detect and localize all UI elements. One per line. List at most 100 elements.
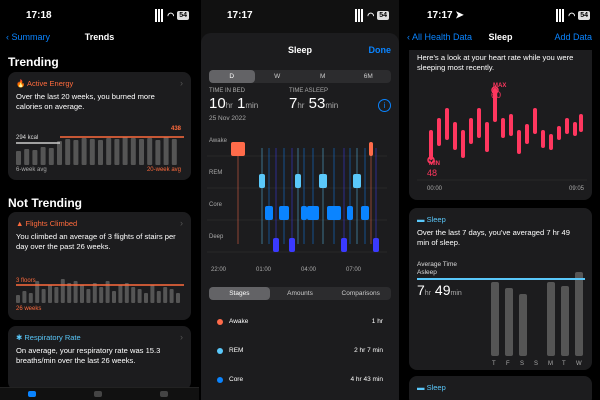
sleep-detail-screen: 17:17 ◠ 54 Sleep Done D W M 6M TIME IN BED 1… [201, 0, 399, 400]
heart-rate-card: Here's a look at your heart rate while y… [409, 50, 592, 200]
flights-bar [99, 287, 104, 303]
heart-rate-chart [417, 86, 587, 181]
flights-bar [60, 279, 65, 303]
flights-bar [156, 291, 161, 303]
battery-icon: 54 [377, 11, 389, 20]
legend-row-core[interactable]: Core 4 hr 43 min [209, 369, 391, 391]
back-button[interactable]: ‹ Summary [6, 32, 50, 42]
info-icon[interactable]: i [378, 99, 391, 112]
avg-text: Over the last 7 days, you've averaged 7 … [417, 228, 570, 247]
energy-bar [81, 138, 87, 165]
tab-comparisons[interactable]: Comparisons [341, 290, 380, 297]
stage-transition [322, 148, 324, 244]
range-w[interactable]: W [274, 73, 281, 80]
avg-value: 7hr 49min [417, 282, 462, 298]
flights-bars [16, 279, 184, 303]
stage-label: Awake [209, 138, 228, 144]
health-sleep-screen: 17:17 ➤ ◠ 54 ‹ All Health Data Sleep Add … [401, 0, 600, 400]
energy-right-value: 438 [170, 126, 181, 132]
flights-bar [48, 285, 52, 303]
energy-bar [139, 139, 144, 165]
energy-bar [106, 138, 112, 165]
signal-icon [355, 9, 365, 22]
signal-icon [556, 9, 566, 22]
stage-name: REM [229, 347, 244, 354]
time-label: 07:00 [346, 267, 362, 273]
lungs-icon: ✱ [16, 333, 23, 342]
energy-bar [163, 137, 169, 165]
range-d[interactable]: D [209, 70, 255, 83]
flights-card[interactable]: ▲ Flights Climbed › You climbed an avera… [8, 212, 191, 320]
wifi-icon: ◠ [367, 11, 375, 20]
stage-block [373, 238, 379, 252]
flights-value: 3 floors [16, 278, 36, 284]
flights-bar [16, 295, 20, 303]
hr-bar [477, 108, 481, 138]
add-data-button[interactable]: Add Data [554, 32, 592, 42]
chart-tabs: Stages Amounts Comparisons [209, 287, 391, 300]
hr-min-label: MIN [429, 161, 440, 167]
chevron-right-icon: › [180, 332, 183, 342]
hr-bar [469, 118, 473, 144]
sleep-date: 25 Nov 2022 [209, 115, 246, 122]
active-energy-card[interactable]: 🔥 Active Energy › Over the last 20 weeks… [8, 72, 191, 180]
stage-block [295, 174, 301, 188]
stage-block [231, 142, 245, 156]
energy-bar [16, 151, 21, 165]
time-in-bed-value: 10hr 1min [209, 95, 259, 112]
range-selector: D W M 6M [209, 70, 391, 83]
back-label: Summary [11, 32, 51, 42]
flights-bar [80, 285, 84, 303]
energy-bar [122, 137, 128, 165]
stage-block [289, 238, 295, 252]
hr-bar [557, 126, 561, 140]
chevron-right-icon: › [180, 218, 183, 228]
flame-icon: 🔥 [16, 79, 26, 88]
range-m[interactable]: M [320, 73, 326, 80]
flights-caption: 26 weeks [16, 306, 42, 312]
status-bar: 17:17 ◠ 54 [201, 0, 399, 26]
flights-bar [28, 293, 33, 303]
day-bar [519, 294, 527, 356]
day-label: S [534, 361, 538, 366]
legend-row-rem[interactable]: REM 2 hr 7 min [209, 340, 391, 362]
trends-screen: 17:18 ◠ 54 ‹ Summary Trends Trending 🔥 Ac… [0, 0, 199, 400]
legend-row-awake[interactable]: Awake 1 hr [209, 311, 391, 333]
flights-bar [112, 291, 116, 303]
hr-bar [541, 130, 545, 148]
flights-bar [131, 287, 136, 303]
time-in-bed-label: TIME IN BED [209, 88, 246, 94]
energy-bar [171, 139, 177, 165]
respiratory-card[interactable]: ✱ Respiratory Rate › On average, your re… [8, 326, 191, 390]
stage-block [347, 206, 353, 220]
share-tab-icon[interactable] [94, 391, 102, 397]
chevron-left-icon: ‹ [6, 32, 9, 42]
hr-min-marker [427, 156, 435, 164]
hr-max-value: 60 [491, 90, 502, 100]
hr-bar [573, 122, 577, 136]
energy-left-caption: 6-week avg [16, 167, 47, 173]
sleep-card-2[interactable]: ▬ Sleep [409, 376, 592, 400]
card-text: You climbed an average of 3 flights of s… [16, 232, 176, 251]
flights-bar [105, 281, 110, 303]
energy-bar [147, 138, 153, 165]
energy-left-value: 294 kcal [16, 135, 39, 141]
page-title: Sleep [488, 32, 513, 42]
stage-transition [291, 148, 293, 244]
chevron-right-icon: › [180, 78, 183, 88]
stage-duration: 1 hr [371, 318, 383, 325]
sleep-average-card[interactable]: ▬ Sleep Over the last 7 days, you've ave… [409, 208, 592, 370]
back-button[interactable]: ‹ All Health Data [407, 32, 472, 42]
tab-stages[interactable]: Stages [209, 287, 270, 300]
done-button[interactable]: Done [368, 45, 392, 55]
energy-bar [65, 139, 71, 165]
tab-amounts[interactable]: Amounts [287, 290, 313, 297]
day-label: S [520, 361, 524, 366]
card-text: Over the last 20 weeks, you burned more … [16, 92, 155, 111]
heart-tab-icon[interactable] [28, 391, 36, 397]
day-label: T [562, 361, 566, 366]
browse-tab-icon[interactable] [160, 391, 168, 397]
flights-bar [67, 283, 72, 303]
flights-bar [137, 289, 142, 303]
range-6m[interactable]: 6M [363, 73, 373, 80]
